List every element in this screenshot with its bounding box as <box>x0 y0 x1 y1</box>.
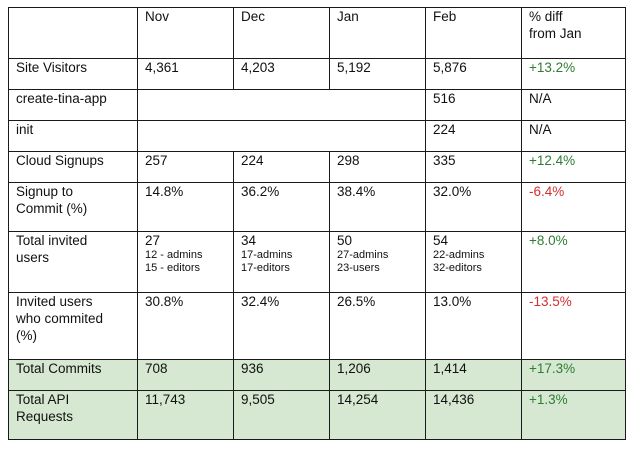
cell-sub-admins: 22-admins <box>433 249 485 261</box>
cell-jan: 5,192 <box>329 58 426 90</box>
cell-diff: +13.2% <box>521 58 626 90</box>
header-cell-feb: Feb <box>425 7 522 59</box>
cell-value: 50 <box>337 233 353 248</box>
cell-dec: 4,203 <box>233 58 330 90</box>
cell-diff: +17.3% <box>521 359 626 391</box>
cell-nov: 257 <box>137 151 234 183</box>
metrics-table: Nov Dec Jan Feb % diff from Jan Site Vis… <box>8 7 626 440</box>
row-label-line1: Signup to <box>16 184 74 199</box>
cell-nov: 11,743 <box>137 390 234 440</box>
table-row-init: init 224 N/A <box>8 120 626 152</box>
cell-dec: 36.2% <box>233 182 330 232</box>
cell-nov: 4,361 <box>137 58 234 90</box>
cell-jan: 38.4% <box>329 182 426 232</box>
row-label-line2: users <box>16 250 50 265</box>
cell-feb: 14,436 <box>425 390 522 440</box>
row-label: Total invited users <box>8 231 138 293</box>
row-label-line1: Total API <box>16 392 70 407</box>
table-row-site-visitors: Site Visitors 4,361 4,203 5,192 5,876 +1… <box>8 58 626 90</box>
header-cell-jan: Jan <box>329 7 426 59</box>
cell-dec: 32.4% <box>233 292 330 360</box>
cell-feb: 5,876 <box>425 58 522 90</box>
cell-nov: 30.8% <box>137 292 234 360</box>
header-diff-line1: % diff <box>529 9 563 24</box>
cell-feb: 32.0% <box>425 182 522 232</box>
cell-feb: 224 <box>425 120 522 152</box>
table-row-signup-to-commit: Signup to Commit (%) 14.8% 36.2% 38.4% 3… <box>8 182 626 232</box>
row-label-line1: Total invited <box>16 233 88 248</box>
cell-sub-admins: 17-admins <box>241 249 293 261</box>
row-label-line2: who commited <box>16 311 104 326</box>
table-row-total-commits: Total Commits 708 936 1,206 1,414 +17.3% <box>8 359 626 391</box>
row-label-line3: (%) <box>16 328 37 343</box>
cell-diff: N/A <box>521 89 626 121</box>
cell-dec: 224 <box>233 151 330 183</box>
table-row-total-invited-users: Total invited users 27 12 - admins 15 - … <box>8 231 626 293</box>
row-label-line2: Requests <box>16 409 74 424</box>
cell-nov: 27 12 - admins 15 - editors <box>137 231 234 293</box>
cell-feb: 335 <box>425 151 522 183</box>
table-row-total-api-requests: Total API Requests 11,743 9,505 14,254 1… <box>8 390 626 440</box>
header-cell-diff: % diff from Jan <box>521 7 626 59</box>
cell-dec: 9,505 <box>233 390 330 440</box>
cell-feb: 1,414 <box>425 359 522 391</box>
cell-diff: -6.4% <box>521 182 626 232</box>
row-label: Total API Requests <box>8 390 138 440</box>
row-label: init <box>8 120 138 152</box>
cell-sub-admins: 27-admins <box>337 249 389 261</box>
row-label: Total Commits <box>8 359 138 391</box>
header-cell-nov: Nov <box>137 7 234 59</box>
cell-value: 54 <box>433 233 449 248</box>
cell-jan: 298 <box>329 151 426 183</box>
merged-empty-cell <box>137 120 426 152</box>
row-label: Invited users who commited (%) <box>8 292 138 360</box>
row-label-line1: Invited users <box>16 294 93 309</box>
cell-nov: 14.8% <box>137 182 234 232</box>
cell-sub-editors: 32-editors <box>433 262 482 274</box>
row-label: Signup to Commit (%) <box>8 182 138 232</box>
cell-dec: 936 <box>233 359 330 391</box>
cell-diff: +12.4% <box>521 151 626 183</box>
cell-diff: N/A <box>521 120 626 152</box>
cell-diff: +8.0% <box>521 231 626 293</box>
cell-diff: +1.3% <box>521 390 626 440</box>
cell-dec: 34 17-admins 17-editors <box>233 231 330 293</box>
cell-nov: 708 <box>137 359 234 391</box>
row-label: Cloud Signups <box>8 151 138 183</box>
cell-sub-editors: 15 - editors <box>145 262 201 274</box>
cell-jan: 26.5% <box>329 292 426 360</box>
cell-diff: -13.5% <box>521 292 626 360</box>
row-label: create-tina-app <box>8 89 138 121</box>
cell-value: 34 <box>241 233 257 248</box>
cell-sub-admins: 12 - admins <box>145 249 203 261</box>
cell-value: 27 <box>145 233 161 248</box>
cell-jan: 14,254 <box>329 390 426 440</box>
header-cell-empty <box>8 7 138 59</box>
row-label-line2: Commit (%) <box>16 201 88 216</box>
table-row-invited-users-committed: Invited users who commited (%) 30.8% 32.… <box>8 292 626 360</box>
row-label: Site Visitors <box>8 58 138 90</box>
merged-empty-cell <box>137 89 426 121</box>
header-cell-dec: Dec <box>233 7 330 59</box>
header-diff-line2: from Jan <box>529 26 582 41</box>
cell-feb: 54 22-admins 32-editors <box>425 231 522 293</box>
cell-sub-editors: 17-editors <box>241 262 290 274</box>
cell-jan: 50 27-admins 23-users <box>329 231 426 293</box>
table-row-cloud-signups: Cloud Signups 257 224 298 335 +12.4% <box>8 151 626 183</box>
cell-feb: 13.0% <box>425 292 522 360</box>
cell-feb: 516 <box>425 89 522 121</box>
header-row: Nov Dec Jan Feb % diff from Jan <box>8 7 626 59</box>
cell-jan: 1,206 <box>329 359 426 391</box>
table-row-create-tina-app: create-tina-app 516 N/A <box>8 89 626 121</box>
cell-sub-users: 23-users <box>337 262 380 274</box>
